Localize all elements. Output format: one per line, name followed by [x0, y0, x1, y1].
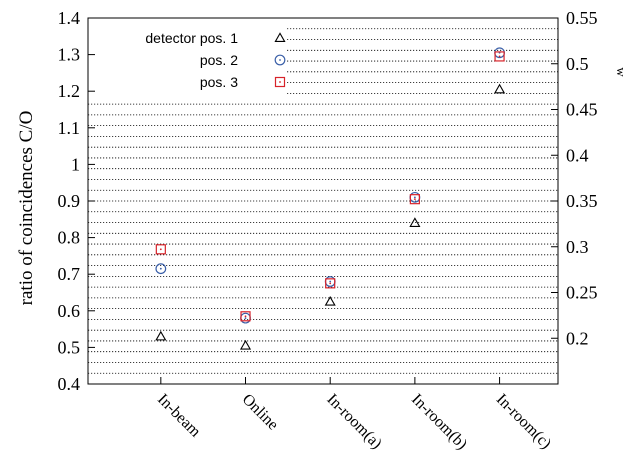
data-point: [409, 194, 420, 205]
y2-tick-label: 0.25: [566, 283, 598, 303]
x-tick-label: In-beam: [154, 391, 204, 441]
legend-marker-ring: [274, 54, 286, 66]
data-point-dot: [244, 315, 247, 318]
x-axis: In-beam Online In-room(a) In-room(b) In-room…: [154, 377, 554, 452]
legend-marker: [274, 76, 286, 88]
data-point-box: [325, 278, 336, 289]
legend-label: pos. 3: [200, 74, 238, 90]
y-tick-label: 1.2: [58, 81, 81, 101]
legend-marker-dot: [279, 81, 281, 83]
data-point-dot: [498, 55, 501, 58]
data-point-dot: [159, 248, 162, 251]
x-tick-label: Online: [239, 391, 282, 434]
data-point: [155, 244, 166, 255]
y-tick-label: 0.8: [58, 228, 81, 248]
legend-marker-dot: [279, 59, 281, 61]
y2-tick-label: 0.35: [566, 191, 598, 211]
legend-marker-box: [274, 76, 286, 88]
data-point: [324, 276, 336, 287]
data-point-dot: [159, 267, 162, 270]
data-point-box: [155, 244, 166, 255]
data-point: [494, 83, 506, 94]
x-tick-label: In-room(a): [323, 391, 385, 452]
data-point-dot: [413, 196, 416, 199]
y2-tick-label: 0.55: [566, 8, 598, 28]
right-axis-title-fragment: w: [614, 67, 626, 77]
y2-tick-label: 0.4: [566, 145, 589, 165]
y2-tick-label: 0.45: [566, 100, 598, 120]
data-point-dot: [413, 198, 416, 201]
data-point: [155, 330, 167, 341]
data-point-dot: [329, 282, 332, 285]
y-tick-label: 1.3: [58, 45, 81, 65]
y-axis-left: 0.4 0.5 0.6 0.7 0.8 0.9 1 1.1 1.2 1.3 1.4: [58, 8, 95, 394]
data-point: [239, 339, 252, 350]
y-axis-title: ratio of coincidences C/O: [16, 111, 37, 306]
y-tick-label: 0.4: [58, 374, 81, 394]
data-point-box: [494, 51, 505, 62]
data-point: [409, 217, 421, 227]
y-tick-label: 0.5: [58, 337, 81, 357]
y-tick-label: 0.9: [58, 191, 81, 211]
data-point-box: [409, 194, 420, 205]
legend-marker: [274, 54, 286, 66]
data-point-dot: [244, 317, 247, 320]
legend: detector pos. 1 pos. 2 pos. 3: [145, 30, 286, 90]
data-point: [494, 51, 505, 62]
legend-box: [89, 19, 287, 95]
data-point-ring: [155, 263, 167, 275]
y-tick-label: 0.7: [58, 264, 81, 284]
data-point: [324, 295, 336, 306]
data-point-box: [240, 311, 251, 322]
x-tick-label: In-room(c): [493, 391, 555, 452]
y2-tick-label: 0.3: [566, 237, 589, 257]
legend-marker: [274, 32, 286, 43]
data-points: [155, 47, 506, 350]
grid-lines: [88, 28, 558, 374]
y2-tick-label: 0.2: [566, 328, 589, 348]
y2-tick-label: 0.5: [566, 54, 589, 74]
y-tick-label: 1.4: [58, 8, 81, 28]
x-tick-label: In-room(b): [408, 391, 470, 452]
data-point-dot: [329, 280, 332, 283]
data-point: [155, 263, 167, 275]
data-point: [325, 278, 336, 289]
data-point: [240, 312, 251, 324]
legend-label: detector pos. 1: [145, 30, 238, 46]
y-tick-label: 0.6: [58, 301, 81, 321]
y-tick-label: 1.1: [58, 118, 81, 138]
legend-label: pos. 2: [200, 52, 238, 68]
data-point: [240, 311, 251, 322]
y-axis-right: 0.2 0.25 0.3 0.35 0.4 0.45 0.5 0.55: [551, 8, 598, 348]
y-tick-label: 1: [71, 154, 80, 174]
data-point: [409, 191, 421, 203]
